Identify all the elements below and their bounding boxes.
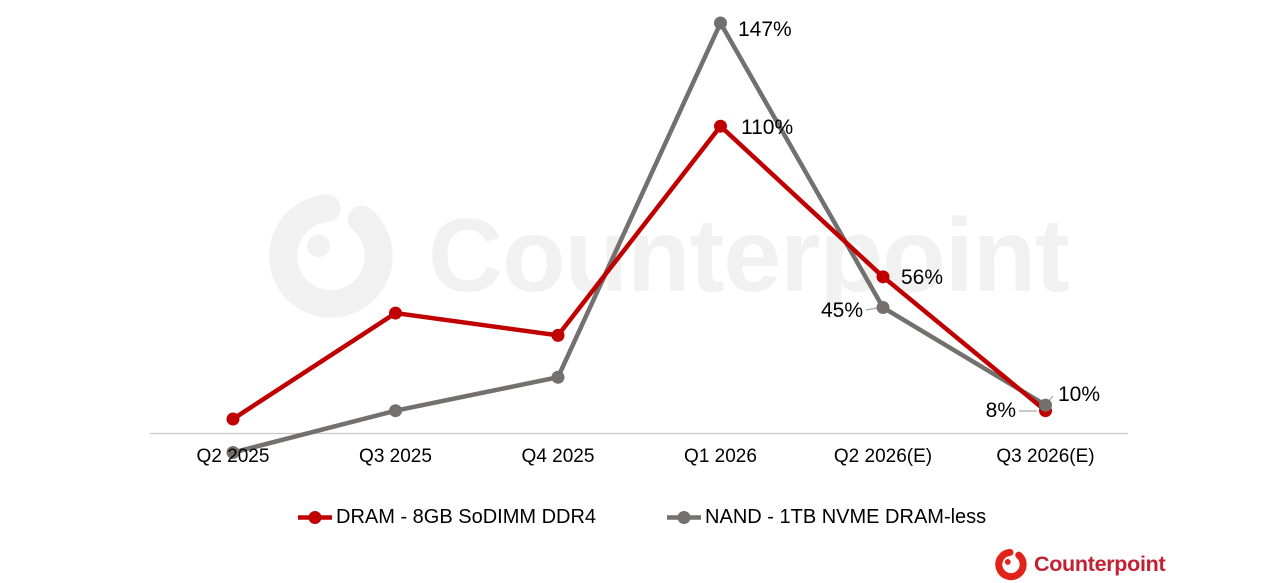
dram-line xyxy=(231,122,1047,421)
dram-value-label: 110% xyxy=(741,116,794,139)
x-axis-label: Q3 2026(E) xyxy=(996,446,1095,467)
nand-point xyxy=(714,16,727,30)
nand-value-label: 45% xyxy=(820,299,863,322)
x-axis-label: Q1 2026 xyxy=(684,446,757,467)
legend-marker-dram-icon xyxy=(298,511,332,524)
legend-marker-nand-icon xyxy=(667,511,702,524)
dram-value-label: 56% xyxy=(901,266,944,289)
dram-point xyxy=(551,328,565,342)
dram-point xyxy=(226,412,240,426)
x-axis-label: Q3 2025 xyxy=(359,446,432,467)
legend-entry-dram: DRAM - 8GB SoDIMM DDR4 xyxy=(297,506,596,529)
nand-point xyxy=(1039,398,1052,412)
x-axis-label: Q2 2026(E) xyxy=(833,446,933,467)
nand-line xyxy=(232,18,1047,455)
nand-point xyxy=(226,446,240,460)
counterpoint-logo-icon xyxy=(995,548,1027,581)
dram-value-label: 8% xyxy=(985,399,1016,422)
nand-point xyxy=(876,300,890,314)
nand-point xyxy=(389,404,402,418)
legend-label-dram: DRAM - 8GB SoDIMM DDR4 xyxy=(336,506,597,528)
legend: DRAM - 8GB SoDIMM DDR4 NAND - 1TB NVME DR… xyxy=(297,506,986,529)
label-leader-line xyxy=(865,307,878,311)
dram-point xyxy=(389,306,402,320)
legend-entry-nand: NAND - 1TB NVME DRAM-less xyxy=(666,506,986,529)
x-axis-label: Q2 2025 xyxy=(196,446,270,467)
legend-label-nand: NAND - 1TB NVME DRAM-less xyxy=(705,506,987,528)
dram-point xyxy=(876,270,890,284)
x-axis-label: Q4 2025 xyxy=(521,446,595,467)
nand-point xyxy=(551,370,565,384)
logo-text: Counterpoint xyxy=(1034,551,1166,576)
counterpoint-logo: Counterpoint xyxy=(995,548,1166,581)
dram-point xyxy=(714,119,727,133)
nand-value-label: 147% xyxy=(738,18,792,41)
nand-value-label: 10% xyxy=(1058,383,1101,406)
